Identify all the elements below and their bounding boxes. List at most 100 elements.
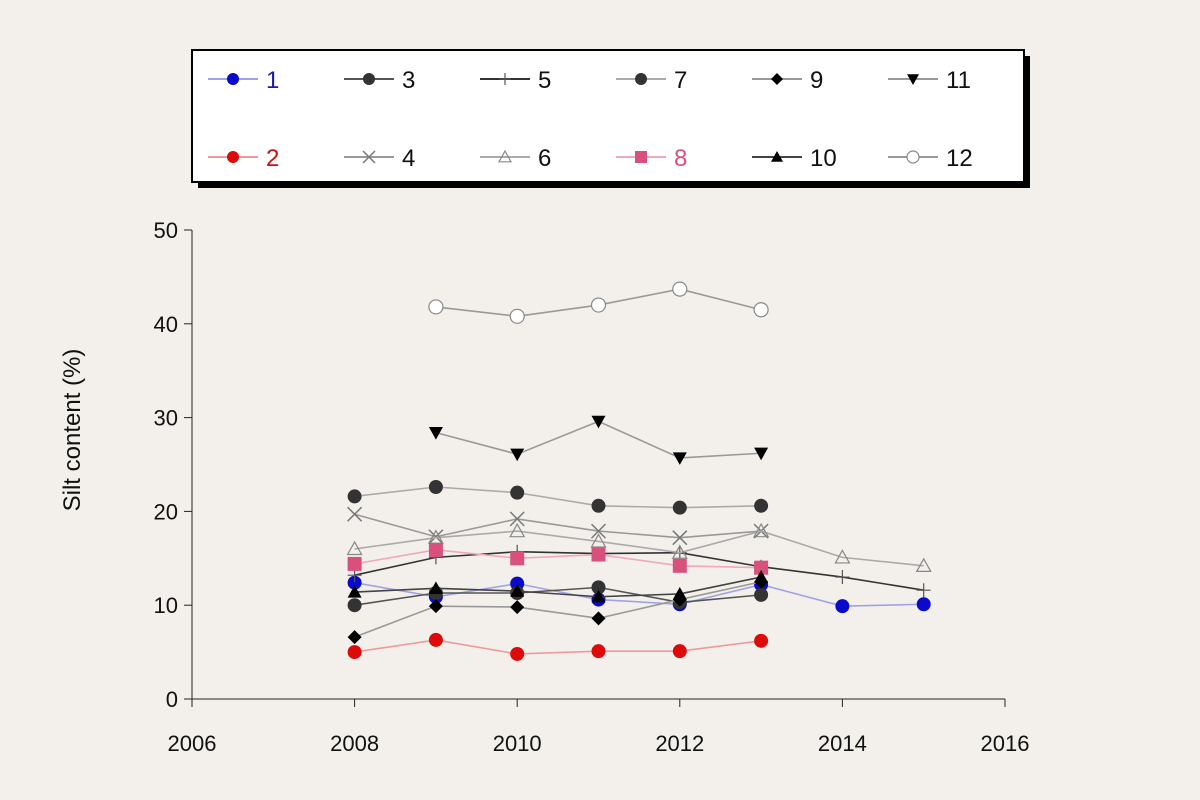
data-point: [590, 297, 607, 313]
data-point: [428, 542, 443, 557]
y-tick-label: 30: [154, 406, 178, 431]
data-point: [347, 645, 362, 660]
legend-item-11: 11: [888, 67, 971, 94]
data-point: [510, 551, 525, 566]
data-point: [509, 511, 525, 527]
data-point: [428, 632, 443, 647]
legend-item-8: 8: [616, 145, 687, 172]
legend-label: 11: [946, 67, 971, 94]
data-point: [347, 575, 362, 590]
legend-item-9: 9: [752, 67, 823, 94]
data-point: [754, 587, 769, 602]
data-point: [835, 570, 850, 585]
legend-item-10: 10: [752, 145, 837, 172]
y-tick-label: 10: [154, 593, 178, 618]
legend-marker: [499, 73, 511, 85]
data-point: [428, 480, 443, 495]
series-line: [354, 550, 924, 591]
data-point: [672, 644, 687, 659]
data-point: [510, 600, 525, 615]
legend-label: 7: [674, 67, 687, 94]
series-7: [347, 480, 769, 515]
legend-marker: [227, 73, 239, 85]
data-point: [591, 498, 606, 513]
data-point: [754, 498, 769, 513]
data-point: [915, 557, 932, 573]
data-point: [509, 308, 525, 324]
y-tick-label: 50: [154, 218, 178, 243]
data-point: [591, 415, 606, 429]
data-point: [672, 530, 688, 546]
x-tick-label: 2006: [168, 731, 217, 756]
data-point: [509, 522, 526, 538]
x-tick-label: 2010: [493, 731, 542, 756]
data-point: [347, 630, 362, 645]
legend-item-7: 7: [616, 67, 687, 94]
legend-item-4: 4: [344, 145, 415, 172]
legend-marker: [635, 73, 647, 85]
data-point: [672, 586, 687, 600]
legend-item-1: 1: [208, 67, 279, 94]
series-11: [428, 415, 769, 465]
series-line: [354, 486, 762, 509]
data-point: [590, 533, 607, 548]
x-tick-label: 2014: [818, 731, 867, 756]
data-point: [428, 599, 443, 614]
legend-label: 8: [674, 145, 687, 172]
series-line: [354, 576, 762, 598]
data-point: [510, 584, 525, 597]
axes: 2006 2008 2010 2012 2014 2016 0 10 20 30 40 50: [154, 218, 1030, 756]
data-point: [591, 547, 606, 562]
data-point: [835, 599, 850, 614]
legend-marker: [497, 149, 513, 163]
x-tick-label: 2016: [981, 731, 1030, 756]
series-3: [347, 580, 769, 613]
data-point: [672, 452, 687, 465]
data-point: [428, 581, 443, 594]
x-tick-label: 2008: [330, 731, 379, 756]
data-point: [753, 302, 769, 318]
legend-item-5: 5: [480, 67, 551, 94]
y-tick-label: 20: [154, 499, 178, 524]
data-point: [916, 597, 931, 612]
series-6: [346, 522, 932, 573]
legend-item-2: 2: [208, 145, 279, 172]
series-line: [354, 581, 924, 607]
y-tick-label: 40: [154, 312, 178, 337]
data-point: [591, 611, 606, 626]
legend-marker: [907, 74, 919, 85]
series-9: [347, 574, 769, 645]
legend-label: 1: [266, 67, 279, 94]
data-point: [347, 556, 362, 571]
legend-item-6: 6: [480, 145, 551, 172]
legend-label: 10: [810, 145, 837, 172]
data-point: [510, 485, 525, 500]
legend-label: 2: [266, 145, 279, 172]
data-point: [672, 558, 687, 573]
legend-item-12: 12: [888, 145, 973, 172]
data-point: [428, 529, 444, 545]
legend-label: 12: [946, 145, 973, 172]
series-line: [354, 580, 762, 638]
series-line: [354, 530, 924, 567]
series-12: [428, 281, 769, 324]
data-point: [754, 560, 769, 575]
legend-label: 3: [402, 67, 415, 94]
data-point: [916, 583, 931, 598]
data-point: [347, 585, 362, 598]
legend-item-3: 3: [344, 67, 415, 94]
data-point: [347, 489, 362, 504]
data-point: [591, 589, 606, 603]
legend-label: 5: [538, 67, 551, 94]
y-axis-label: Silt content (%): [59, 349, 86, 512]
data-point: [672, 281, 688, 297]
legend-box: [191, 49, 1025, 183]
data-point: [754, 570, 769, 583]
legend-marker: [362, 150, 376, 164]
data-point: [347, 598, 362, 613]
data-point: [346, 540, 363, 556]
x-tick-label: 2012: [655, 731, 704, 756]
data-point: [347, 506, 363, 522]
